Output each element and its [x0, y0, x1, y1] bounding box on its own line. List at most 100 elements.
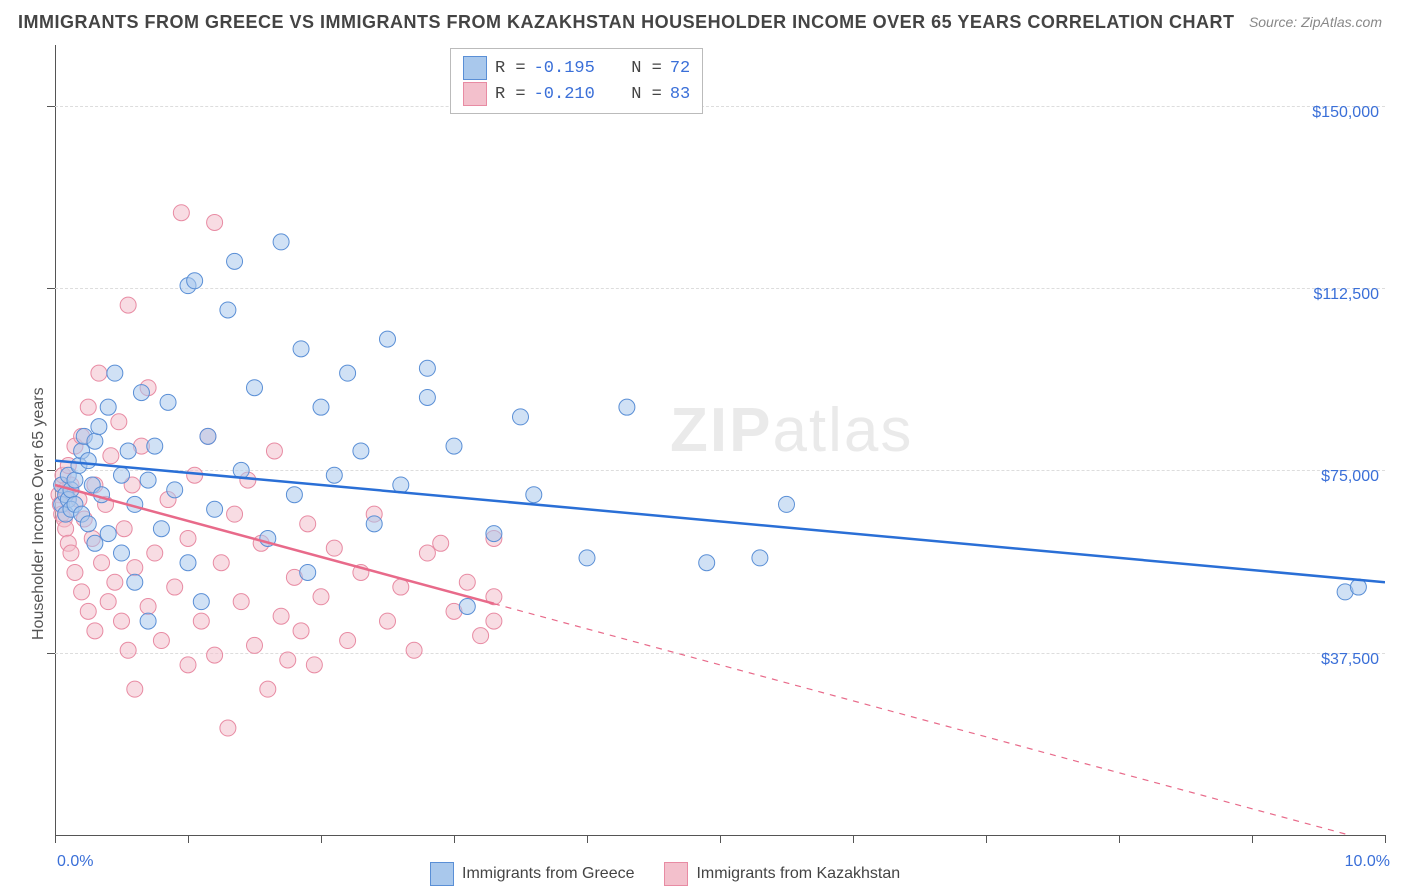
trend-line: [55, 461, 1385, 583]
scatter-point: [114, 467, 130, 483]
corr-n-value: 72: [670, 59, 690, 78]
scatter-point: [140, 472, 156, 488]
scatter-point: [207, 647, 223, 663]
scatter-point: [273, 234, 289, 250]
scatter-point: [107, 574, 123, 590]
legend-item: Immigrants from Kazakhstan: [664, 862, 900, 886]
scatter-point: [513, 409, 529, 425]
scatter-point: [127, 574, 143, 590]
scatter-point: [619, 399, 635, 415]
corr-n-value: 83: [670, 85, 690, 104]
scatter-point: [180, 530, 196, 546]
scatter-point: [100, 526, 116, 542]
scatter-point: [300, 564, 316, 580]
corr-r-value: -0.195: [534, 59, 595, 78]
legend-swatch: [463, 56, 487, 80]
scatter-point: [459, 574, 475, 590]
scatter-point: [120, 642, 136, 658]
scatter-point: [193, 613, 209, 629]
scatter-point: [220, 302, 236, 318]
chart-container: IMMIGRANTS FROM GREECE VS IMMIGRANTS FRO…: [0, 0, 1406, 892]
scatter-point: [193, 594, 209, 610]
legend-label: Immigrants from Greece: [462, 865, 634, 883]
scatter-point: [127, 560, 143, 576]
scatter-point: [87, 623, 103, 639]
scatter-point: [100, 594, 116, 610]
correlation-row: R = -0.210 N = 83: [453, 81, 700, 107]
scatter-point: [103, 448, 119, 464]
scatter-point: [58, 521, 74, 537]
scatter-point: [752, 550, 768, 566]
scatter-point: [699, 555, 715, 571]
scatter-point: [340, 365, 356, 381]
scatter-point: [220, 720, 236, 736]
legend-item: Immigrants from Greece: [430, 862, 634, 886]
scatter-point: [446, 438, 462, 454]
scatter-point: [116, 521, 132, 537]
scatter-point: [91, 365, 107, 381]
scatter-point: [94, 555, 110, 571]
scatter-point: [120, 297, 136, 313]
scatter-point: [227, 253, 243, 269]
scatter-point: [173, 205, 189, 221]
scatter-point: [180, 555, 196, 571]
scatter-point: [419, 389, 435, 405]
trend-line-extrapolated: [494, 604, 1385, 845]
scatter-point: [80, 453, 96, 469]
scatter-point: [133, 385, 149, 401]
scatter-point: [114, 613, 130, 629]
scatter-point: [380, 613, 396, 629]
scatter-point: [419, 360, 435, 376]
corr-n-label: N =: [631, 59, 662, 78]
scatter-point: [473, 628, 489, 644]
scatter-point: [227, 506, 243, 522]
scatter-point: [326, 540, 342, 556]
scatter-point: [87, 535, 103, 551]
scatter-point: [340, 633, 356, 649]
scatter-point: [67, 472, 83, 488]
scatter-point: [293, 623, 309, 639]
scatter-point: [80, 399, 96, 415]
scatter-point: [247, 380, 263, 396]
scatter-point: [366, 516, 382, 532]
scatter-point: [153, 521, 169, 537]
scatter-point: [326, 467, 342, 483]
scatter-point: [380, 331, 396, 347]
scatter-point: [100, 399, 116, 415]
scatter-point: [140, 599, 156, 615]
scatter-point: [67, 564, 83, 580]
scatter-point: [213, 555, 229, 571]
legend-swatch: [430, 862, 454, 886]
scatter-point: [107, 365, 123, 381]
scatter-point: [393, 579, 409, 595]
scatter-point: [153, 633, 169, 649]
plot-svg: [0, 0, 1406, 892]
scatter-point: [266, 443, 282, 459]
scatter-point: [579, 550, 595, 566]
scatter-point: [127, 681, 143, 697]
scatter-point: [233, 594, 249, 610]
scatter-point: [207, 214, 223, 230]
scatter-point: [419, 545, 435, 561]
legend-swatch: [463, 82, 487, 106]
scatter-point: [91, 419, 107, 435]
scatter-point: [147, 438, 163, 454]
scatter-point: [200, 428, 216, 444]
scatter-point: [160, 394, 176, 410]
scatter-point: [140, 613, 156, 629]
scatter-point: [80, 516, 96, 532]
scatter-point: [459, 599, 475, 615]
scatter-point: [260, 681, 276, 697]
scatter-point: [74, 584, 90, 600]
series-legend: Immigrants from Greece Immigrants from Ka…: [430, 862, 900, 886]
scatter-point: [147, 545, 163, 561]
scatter-point: [120, 443, 136, 459]
scatter-point: [273, 608, 289, 624]
correlation-legend-box: R = -0.195 N = 72R = -0.210 N = 83: [450, 48, 703, 114]
scatter-point: [187, 273, 203, 289]
correlation-row: R = -0.195 N = 72: [453, 55, 700, 81]
scatter-point: [87, 433, 103, 449]
scatter-point: [80, 603, 96, 619]
scatter-point: [486, 613, 502, 629]
scatter-point: [167, 579, 183, 595]
